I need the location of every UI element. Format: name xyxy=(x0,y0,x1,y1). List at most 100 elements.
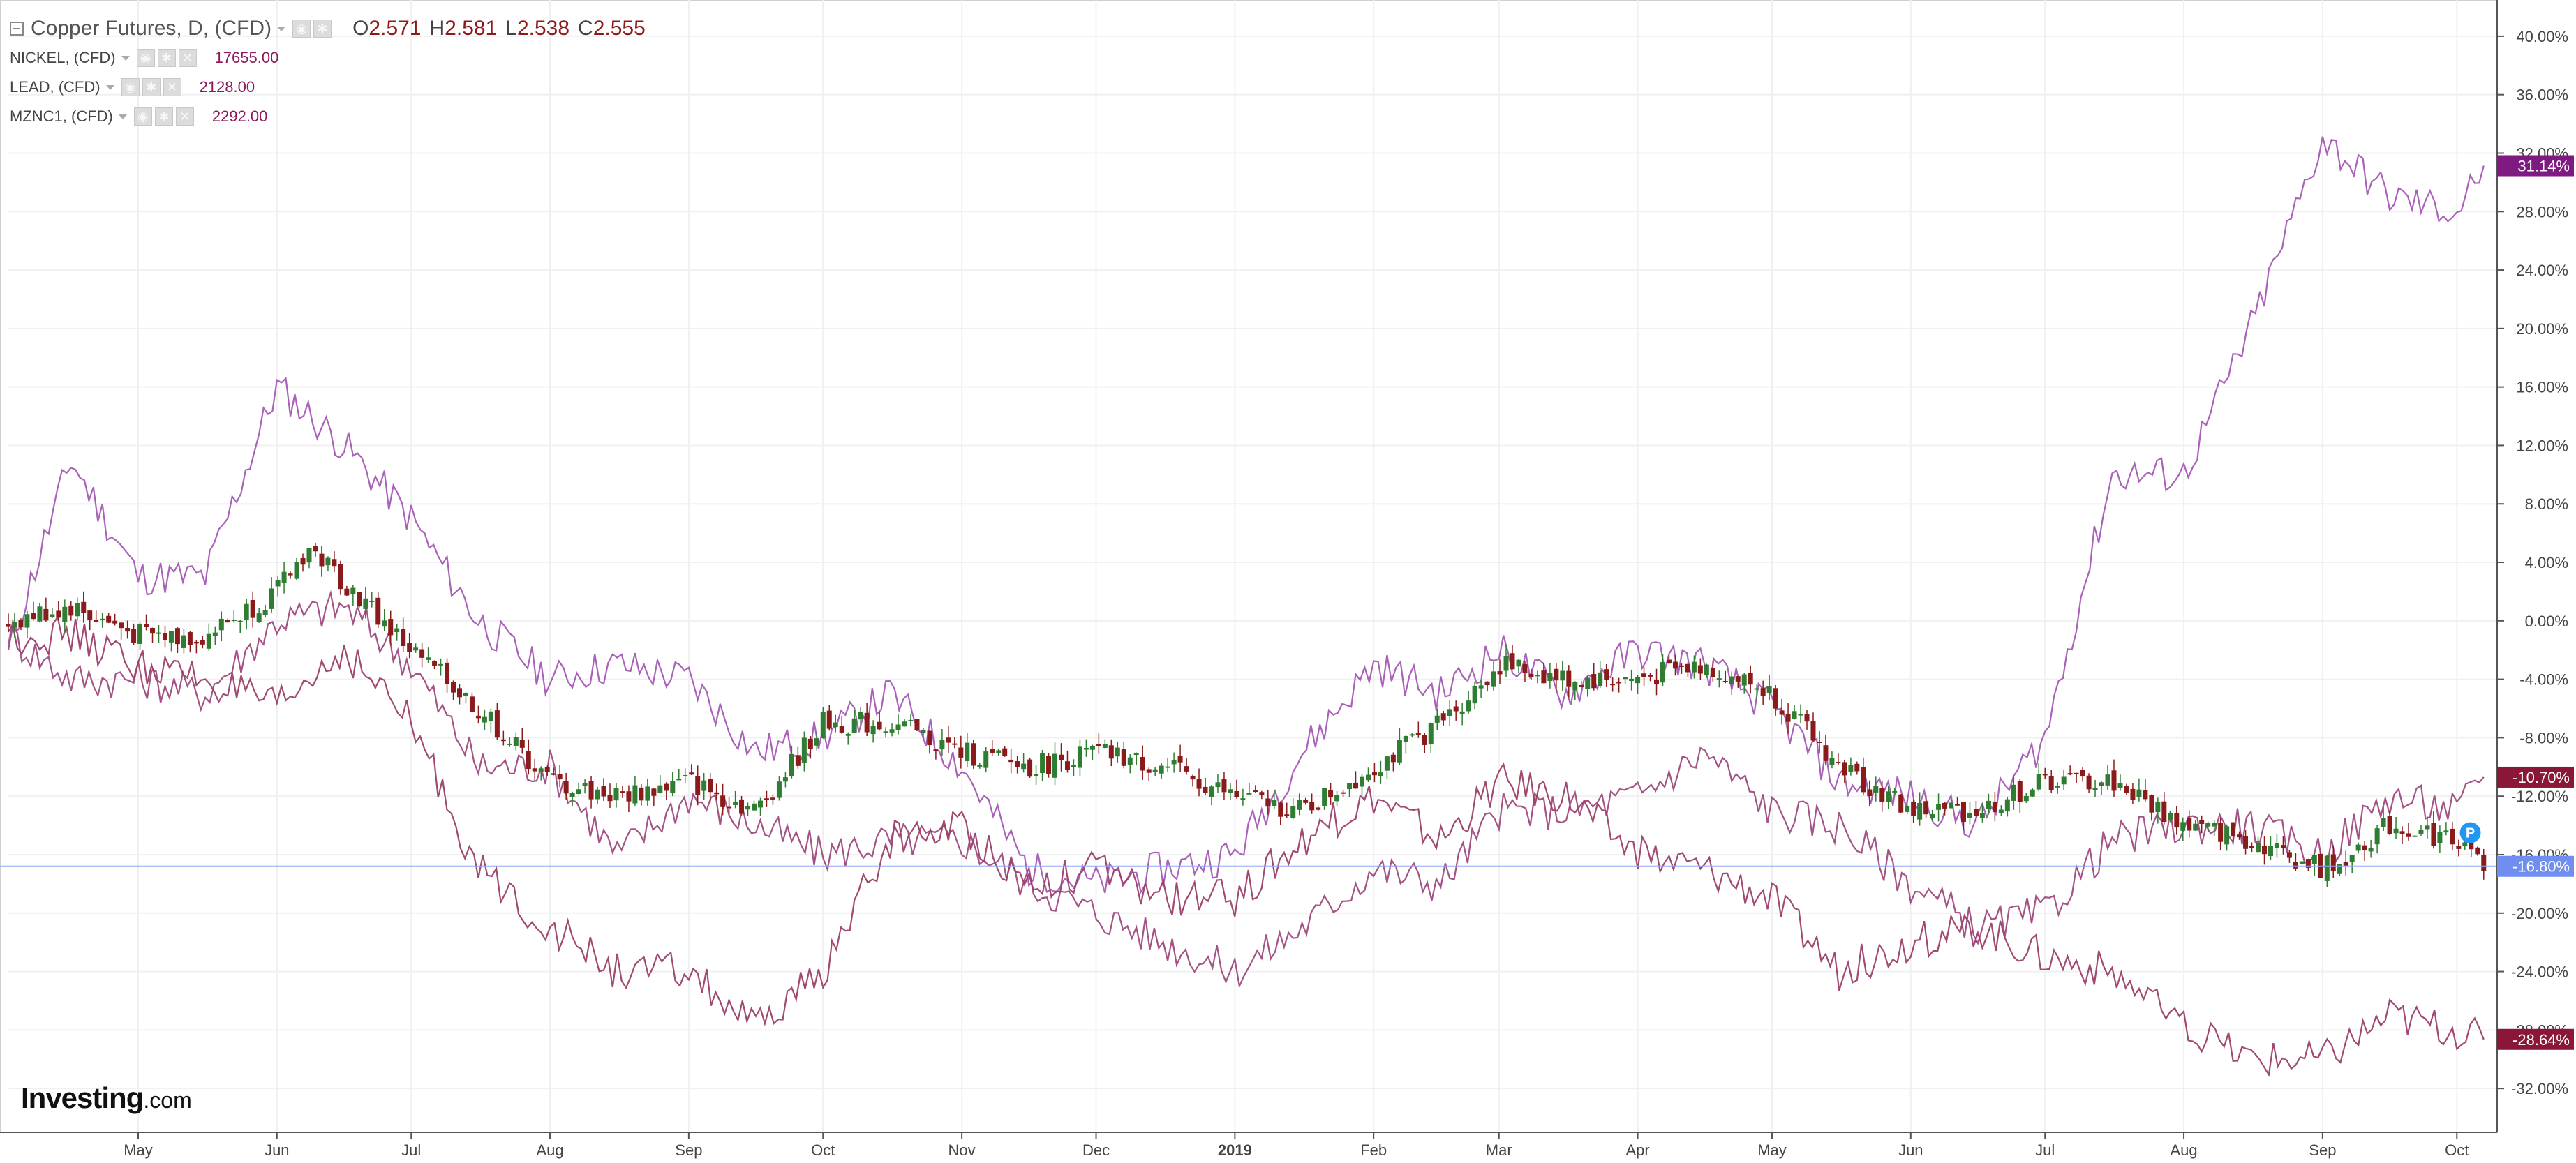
candle-body xyxy=(902,721,907,727)
y-tick-label: 0.00% xyxy=(2525,613,2568,630)
candle-body xyxy=(1960,802,1966,822)
candle-body xyxy=(1949,802,1954,809)
eye-icon[interactable]: ◉ xyxy=(292,20,311,38)
candle-body xyxy=(1898,794,1904,813)
candle-body xyxy=(2311,855,2317,864)
x-tick-label: Dec xyxy=(1082,1141,1110,1159)
close-icon[interactable]: ✕ xyxy=(175,107,194,126)
candle-body xyxy=(150,628,156,634)
last-value-labels: 31.14% -10.70% -16.80% -28.64% xyxy=(2497,155,2574,1050)
candle-body xyxy=(2023,795,2029,802)
candle-body xyxy=(1221,779,1227,793)
candle-body xyxy=(958,747,964,758)
x-tick-label: Nov xyxy=(948,1141,976,1159)
collapse-icon[interactable] xyxy=(10,22,24,36)
candle-body xyxy=(1623,677,1628,680)
chevron-down-icon[interactable] xyxy=(121,55,130,61)
y-tick-label: -32.00% xyxy=(2511,1080,2568,1097)
x-axis[interactable]: May Jun Jul Aug Sep Oct Nov Dec 2019 Feb Mar Apr May… xyxy=(0,1132,2497,1159)
close-icon[interactable]: ✕ xyxy=(178,49,197,67)
candle-body xyxy=(200,640,205,645)
candle-body xyxy=(1466,700,1471,712)
candle-body xyxy=(68,605,74,616)
gear-icon[interactable]: ✱ xyxy=(313,20,332,38)
candle-body xyxy=(613,788,619,801)
candle-body xyxy=(1522,663,1528,673)
candle-body xyxy=(2111,770,2117,791)
candle-body xyxy=(81,601,87,613)
candle-body xyxy=(1792,711,1797,719)
main-series-title: Copper Futures, D, (CFD) xyxy=(31,17,272,40)
candle-body xyxy=(1046,756,1052,774)
candle-body xyxy=(519,740,525,748)
candle-body xyxy=(1535,675,1540,677)
chevron-down-icon[interactable] xyxy=(277,26,286,31)
mznc1-line xyxy=(8,615,2485,1077)
candle-body xyxy=(1146,769,1152,773)
candle-body xyxy=(100,618,105,620)
eye-icon[interactable]: ◉ xyxy=(136,49,155,67)
candle-body xyxy=(2067,773,2073,775)
y-tick-label: -8.00% xyxy=(2519,729,2568,746)
candle-body xyxy=(557,774,563,780)
candle-body xyxy=(1121,749,1126,766)
candle-body xyxy=(1704,664,1709,675)
candle-body xyxy=(1309,802,1315,811)
candle-body xyxy=(513,737,519,746)
candle-body xyxy=(193,642,199,644)
candle-body xyxy=(1810,721,1816,741)
candle-body xyxy=(1102,744,1108,748)
comparison-series-lines xyxy=(7,136,2485,1077)
candle-body xyxy=(1115,747,1120,757)
candle-body xyxy=(1152,769,1158,772)
close-icon[interactable]: ✕ xyxy=(163,78,181,96)
p-marker[interactable]: P xyxy=(2459,822,2481,843)
candle-body xyxy=(1008,759,1014,763)
chevron-down-icon[interactable] xyxy=(105,84,114,90)
last-value-label-text: -16.80% xyxy=(2512,858,2570,876)
eye-icon[interactable]: ◉ xyxy=(121,78,140,96)
candle-body xyxy=(1353,782,1359,789)
candle-body xyxy=(1773,688,1778,709)
candle-body xyxy=(256,613,262,622)
candle-body xyxy=(475,715,481,719)
candle-body xyxy=(294,562,299,579)
candle-body xyxy=(1735,676,1741,682)
candle-body xyxy=(1760,688,1766,696)
candle-body xyxy=(181,635,186,648)
last-value-label: -10.70% xyxy=(2497,766,2574,788)
candle-body xyxy=(2117,783,2123,788)
y-axis[interactable]: 40.00%36.00%32.00%28.00%24.00%20.00%16.0… xyxy=(2496,0,2568,1132)
gear-icon[interactable]: ✱ xyxy=(142,78,161,96)
gear-icon[interactable]: ✱ xyxy=(157,49,176,67)
candle-body xyxy=(1052,753,1058,778)
candle-body xyxy=(676,779,682,781)
candle-body xyxy=(2330,854,2336,871)
investing-logo[interactable]: Investing.com xyxy=(21,1081,192,1115)
candle-body xyxy=(1447,709,1452,716)
candle-body xyxy=(56,610,61,618)
candle-body xyxy=(1510,653,1515,670)
candle-body xyxy=(764,798,769,800)
x-tick-label: May xyxy=(124,1141,153,1159)
candle-body xyxy=(1829,758,1835,765)
candle-body xyxy=(563,781,569,794)
candle-body xyxy=(2475,847,2480,855)
candle-body xyxy=(375,597,381,625)
candle-body xyxy=(971,743,976,766)
candle-body xyxy=(1716,678,1722,681)
candle-body xyxy=(576,789,581,795)
candle-body xyxy=(983,751,989,768)
candle-body xyxy=(300,557,306,565)
brand-name: Investing xyxy=(21,1081,144,1114)
nickel-legend-name: NICKEL, (CFD) xyxy=(10,49,116,66)
y-tick-label: 40.00% xyxy=(2516,28,2568,45)
candle-body xyxy=(739,799,745,814)
chevron-down-icon[interactable] xyxy=(118,114,127,119)
candle-body xyxy=(946,737,951,743)
candle-body xyxy=(250,599,255,618)
gear-icon[interactable]: ✱ xyxy=(154,107,173,126)
eye-icon[interactable]: ◉ xyxy=(133,107,152,126)
brand-suffix: .com xyxy=(143,1088,192,1113)
